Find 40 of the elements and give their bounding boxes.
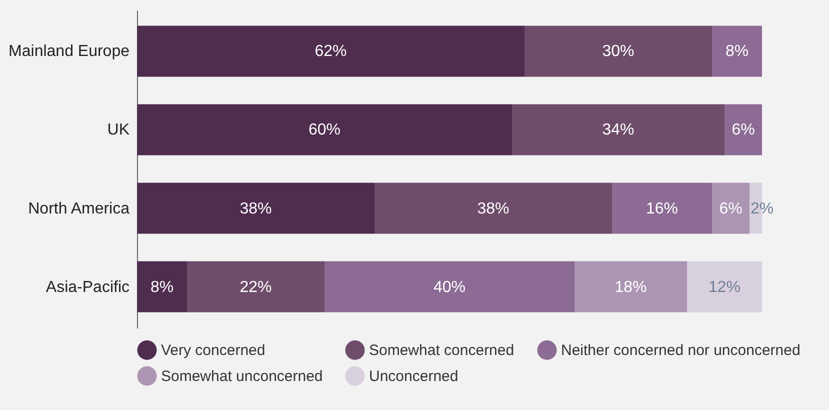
legend-label: Neither concerned nor unconcerned: [561, 342, 800, 360]
legend-label: Very concerned: [161, 342, 266, 360]
y-tick-label: Mainland Europe: [8, 43, 130, 60]
bar: [137, 261, 187, 312]
bar: [137, 182, 374, 234]
bar: [524, 26, 712, 77]
legend-label: Somewhat unconcerned: [161, 368, 323, 385]
y-tick-label: UK: [107, 122, 130, 139]
data-label: 8%: [725, 43, 749, 60]
legend-label: Somewhat concerned: [369, 342, 514, 360]
bar: [612, 182, 712, 234]
bar: [324, 261, 574, 312]
bar: [712, 26, 762, 77]
data-label: 34%: [602, 122, 634, 139]
bar: [187, 261, 324, 312]
bar: [137, 104, 512, 156]
bar: [574, 261, 687, 312]
bar: [374, 182, 612, 234]
y-tick-label: Asia-Pacific: [46, 278, 130, 296]
data-label: 38%: [240, 200, 272, 218]
data-label: 40%: [433, 278, 466, 296]
bar: [724, 104, 762, 156]
y-tick-label: North America: [28, 200, 130, 218]
data-label: 6%: [732, 122, 755, 139]
bar: [687, 261, 762, 312]
data-label: 60%: [308, 122, 341, 139]
data-label: 62%: [314, 43, 347, 60]
data-label: 2%: [750, 200, 774, 218]
bar: [712, 182, 750, 234]
data-label: 38%: [477, 200, 510, 218]
data-label: 18%: [614, 278, 647, 296]
data-label: 6%: [719, 200, 742, 218]
data-label: 8%: [150, 278, 174, 296]
data-label: 16%: [646, 200, 678, 218]
bar: [512, 104, 724, 156]
data-label: 22%: [240, 278, 272, 296]
bar: [137, 26, 524, 77]
legend-label: Unconcerned: [369, 368, 458, 385]
data-label: 30%: [602, 43, 634, 60]
data-label: 12%: [708, 278, 741, 296]
